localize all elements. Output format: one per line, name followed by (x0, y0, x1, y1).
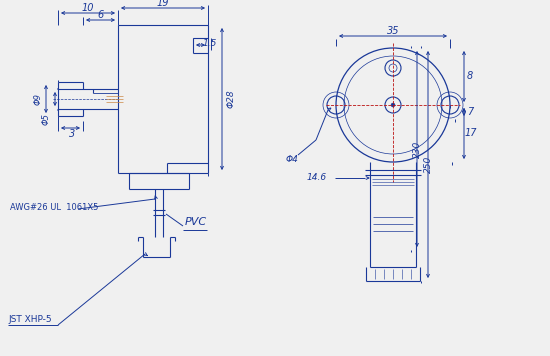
Text: 14.6: 14.6 (307, 173, 327, 183)
Text: 7: 7 (467, 107, 473, 117)
Text: AWG#26 UL  1061X5: AWG#26 UL 1061X5 (10, 203, 98, 211)
Text: 19: 19 (157, 0, 169, 8)
Text: 8: 8 (467, 71, 473, 81)
Text: 230: 230 (412, 140, 421, 158)
Text: Φ4: Φ4 (285, 156, 299, 164)
Text: 35: 35 (387, 26, 399, 36)
Text: PVC: PVC (185, 217, 207, 227)
Text: 6: 6 (97, 10, 103, 20)
Text: JST XHP-5: JST XHP-5 (8, 315, 52, 325)
Text: 17: 17 (465, 128, 477, 138)
Text: Φ9: Φ9 (34, 93, 42, 105)
Text: 3: 3 (69, 129, 75, 139)
Text: 250: 250 (424, 155, 432, 173)
Text: Φ5: Φ5 (41, 113, 51, 125)
Circle shape (391, 103, 395, 107)
Text: 10: 10 (82, 3, 94, 13)
Text: 1.5: 1.5 (203, 38, 217, 47)
Text: Φ28: Φ28 (227, 90, 235, 108)
